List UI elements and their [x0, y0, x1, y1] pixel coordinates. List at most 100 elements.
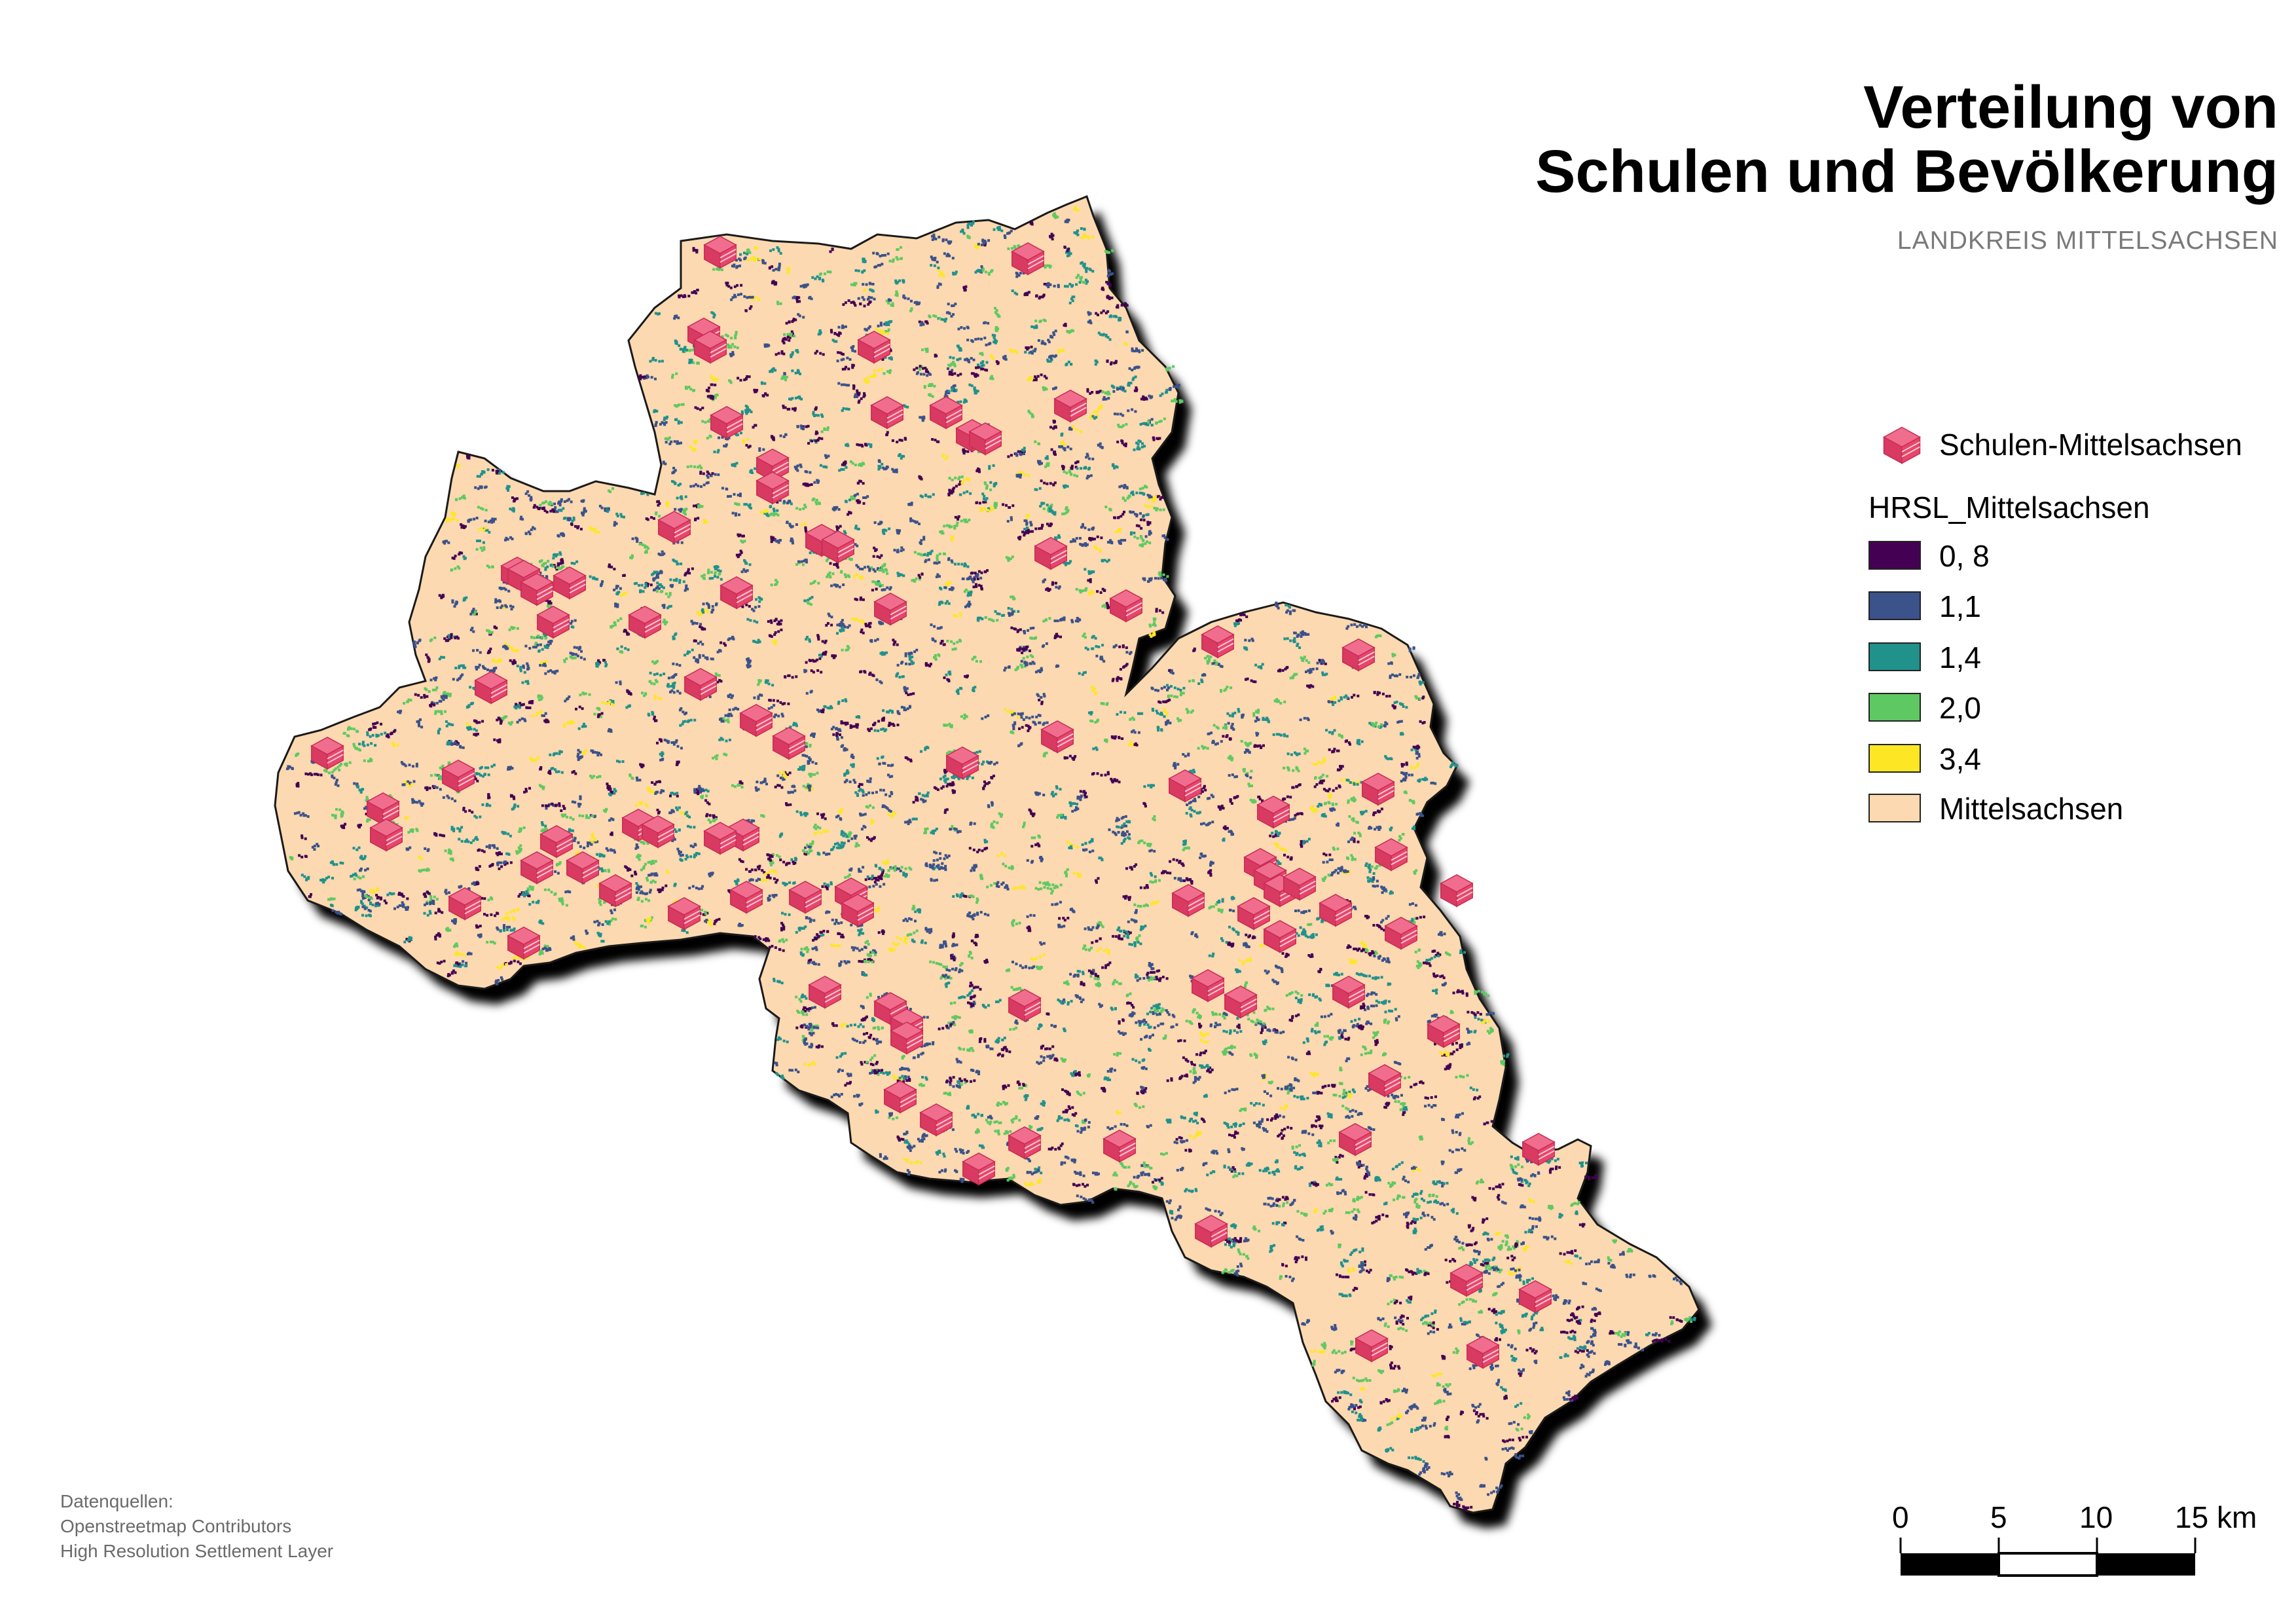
hrsl-cell [544, 637, 547, 640]
hrsl-cell [1504, 1389, 1507, 1392]
hrsl-cell [896, 528, 899, 532]
hrsl-cell [1113, 778, 1116, 781]
hrsl-cell [1212, 1013, 1215, 1016]
hrsl-cell [900, 705, 903, 709]
hrsl-cell [458, 497, 462, 500]
hrsl-cell [918, 792, 921, 795]
hrsl-cell [1421, 1424, 1424, 1428]
hrsl-cell [1345, 1107, 1348, 1110]
hrsl-cell [1660, 1338, 1664, 1341]
hrsl-cell [1452, 1050, 1455, 1054]
hrsl-cell [966, 1107, 969, 1110]
hrsl-cell [517, 805, 520, 808]
hrsl-cell [702, 472, 705, 475]
hrsl-cell [1510, 1355, 1514, 1357]
hrsl-cell [904, 652, 907, 655]
hrsl-cell [841, 936, 845, 938]
hrsl-cell [1099, 937, 1102, 940]
hrsl-cell [921, 794, 924, 797]
hrsl-cell [502, 606, 505, 610]
hrsl-cell [1048, 341, 1051, 344]
hrsl-cell [1430, 957, 1433, 960]
hrsl-cell [525, 790, 528, 793]
hrsl-cell [966, 777, 969, 781]
hrsl-cell [933, 866, 936, 870]
hrsl-cell [966, 326, 970, 329]
hrsl-cell [1019, 471, 1021, 474]
hrsl-cell [1094, 363, 1097, 366]
hrsl-cell [782, 377, 786, 380]
hrsl-cell [1135, 365, 1138, 369]
hrsl-cell [1405, 771, 1408, 775]
hrsl-cell [780, 712, 784, 716]
hrsl-cell [533, 637, 536, 639]
hrsl-cell [579, 845, 582, 848]
hrsl-cell [1013, 610, 1016, 613]
hrsl-cell [539, 662, 543, 665]
hrsl-cell [1011, 731, 1015, 735]
hrsl-cell [938, 867, 941, 870]
hrsl-cell [1140, 1088, 1144, 1092]
hrsl-cell [438, 934, 441, 938]
hrsl-cell [974, 986, 977, 989]
hrsl-cell [1432, 989, 1435, 992]
hrsl-cell [1063, 998, 1066, 1001]
hrsl-cell [740, 551, 743, 554]
hrsl-cell [949, 1079, 953, 1082]
hrsl-cell [1254, 744, 1257, 747]
hrsl-cell [492, 520, 495, 523]
hrsl-cell [1306, 1039, 1309, 1043]
hrsl-cell [743, 378, 746, 381]
hrsl-cell [564, 517, 567, 519]
hrsl-cell [546, 644, 549, 647]
hrsl-cell [604, 661, 607, 664]
hrsl-cell [1652, 1340, 1655, 1343]
hrsl-cell [815, 948, 818, 951]
hrsl-cell [559, 566, 562, 570]
hrsl-cell [1326, 775, 1329, 778]
hrsl-cell [1381, 1213, 1385, 1217]
hrsl-cell [1058, 917, 1061, 920]
hrsl-cell [1376, 885, 1379, 887]
hrsl-cell [439, 834, 442, 837]
hrsl-cell [1020, 659, 1023, 663]
hrsl-cell [811, 840, 814, 843]
hrsl-cell [1104, 397, 1108, 401]
hrsl-cell [1331, 1036, 1334, 1039]
hrsl-cell [1366, 1085, 1369, 1088]
hrsl-cell [1226, 826, 1229, 830]
hrsl-cell [1506, 1257, 1510, 1260]
hrsl-cell [745, 377, 748, 380]
hrsl-cell [740, 786, 744, 788]
hrsl-cell [818, 826, 822, 830]
hrsl-cell [501, 978, 503, 981]
hrsl-cell [1131, 369, 1134, 371]
hrsl-cell [794, 723, 797, 726]
hrsl-cell [1091, 849, 1095, 853]
hrsl-cell [1072, 295, 1076, 299]
hrsl-cell [1142, 977, 1146, 980]
hrsl-cell [810, 690, 813, 693]
hrsl-cell [1282, 1202, 1285, 1206]
hrsl-cell [487, 773, 490, 777]
hrsl-cell [909, 760, 913, 763]
hrsl-cell [1039, 505, 1042, 507]
hrsl-cell [1235, 1123, 1237, 1126]
hrsl-cell [956, 344, 959, 348]
hrsl-cell [805, 745, 808, 748]
hrsl-cell [798, 929, 801, 932]
hrsl-cell [1137, 841, 1140, 844]
hrsl-cell [750, 878, 753, 881]
hrsl-cell [993, 1120, 996, 1124]
hrsl-cell [1337, 1391, 1340, 1394]
hrsl-cell [968, 604, 970, 608]
hrsl-cell [528, 786, 531, 790]
hrsl-cell [852, 301, 855, 304]
hrsl-cell [1410, 748, 1413, 752]
hrsl-cell [1360, 1113, 1363, 1115]
hrsl-cell [403, 763, 406, 766]
hrsl-cell [1394, 1017, 1398, 1020]
hrsl-cell [999, 1121, 1002, 1124]
hrsl-cell [1066, 756, 1069, 760]
